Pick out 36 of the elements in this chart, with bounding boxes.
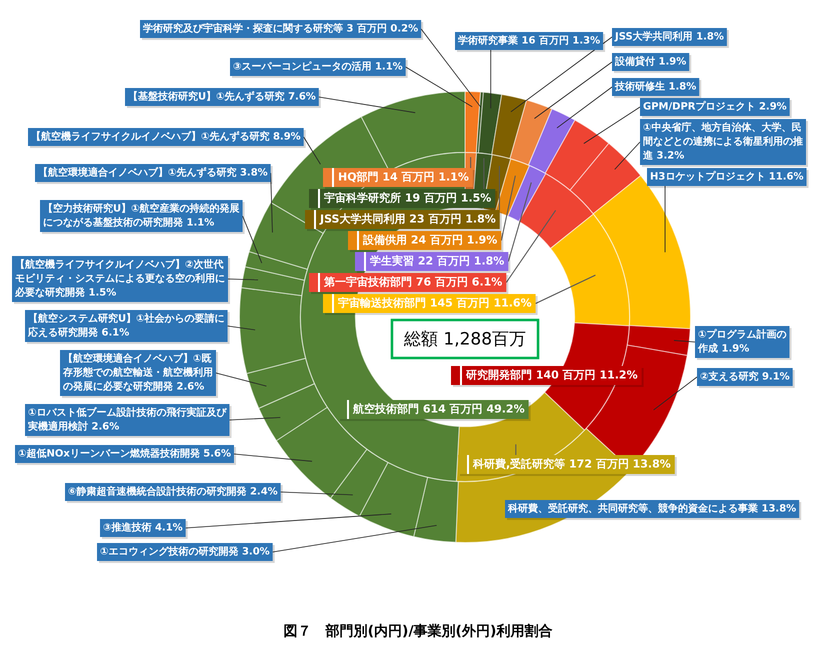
slice-label: 【基盤技術研究U】①先んずる研究 7.6% (128, 90, 316, 103)
slice-label: ①中央省庁、地方自治体、大学、民間などとの連携による衛星利用の推進 3.2% (642, 122, 803, 162)
slice-label: ③推進技術 4.1% (103, 522, 183, 534)
legend-label: 学生実習 22 百万円 1.8% (370, 254, 504, 268)
legend-label: 研究開発部門 140 百万円 11.2% (465, 368, 638, 382)
legend-label: 宇宙輸送技術部門 145 百万円 11.6% (338, 296, 532, 310)
slice-label: 設備貸付 1.9% (614, 56, 686, 68)
slice-label: 学術研究及び宇宙科学・探査に関する研究等 3 百万円 0.2% (143, 22, 418, 35)
slice-label: H3ロケットプロジェクト 11.6% (650, 170, 804, 183)
slice-label: 科研費、受託研究、共同研究等、競争的資金による事業 13.8% (507, 502, 796, 515)
slice-label: 【航空システム研究U】①社会からの要請に応える研究開発 6.1% (27, 312, 225, 339)
slice-label: 【航空環境適合イノベハブ】①既存形態での航空輸送・航空機利用の発展に必要な研究開発 2.6% (62, 352, 213, 393)
text: 図７ 部門別(内円)/事業別(外円)利用割合 (284, 622, 552, 640)
slice-label: JSS大学共同利用 1.8% (614, 30, 724, 43)
text: 総額 1,288百万 (402, 329, 526, 350)
slice-label: ③スーパーコンピュータの活用 1.1% (233, 60, 403, 73)
slice-label: ①ロバスト低ブーム設計技術の飛行実証及び実機適用検討 2.6% (27, 406, 228, 433)
slice-label: 【航空機ライフサイクルイノベハブ】①先んずる研究 8.9% (31, 130, 301, 143)
legend-label: 科研費,受託研究等 172 百万円 13.8% (472, 457, 671, 470)
legend-label: 宇宙科学研究所 19 百万円 1.5% (324, 191, 492, 204)
slice-label: ①プログラム計画の作成 1.9% (697, 328, 786, 355)
legend-label: JSS大学共同利用 23 百万円 1.8% (319, 212, 496, 226)
slice-label: 技術研修生 1.8% (614, 80, 696, 93)
legend-label: 設備供用 24 百万円 1.9% (362, 233, 498, 246)
slice-label: ②支える研究 9.1% (700, 370, 790, 383)
slice-label: 【空力技術研究U】①航空産業の持続的発展につながる基盤技術の研究開発 1.1% (43, 202, 240, 229)
slice-label: GPM/DPRプロジェクト 2.9% (643, 100, 787, 113)
slice-label: ①超低NOxリーンバーン燃焼器技術開発 5.6% (18, 448, 232, 460)
slice-label: 【航空機ライフサイクルイノベハブ】②次世代モビリティ・システムによる更なる空の利用に必要な研究開発 1.5% (14, 258, 225, 299)
legend-label: 第一宇宙技術部門 76 百万円 6.1% (323, 275, 502, 288)
slice-label: 【航空環境適合イノベハブ】①先んずる研究 3.8% (38, 166, 268, 179)
slice-label: ①エコウィング技術の研究開発 3.0% (100, 546, 270, 558)
slice-label: 学術研究事業 16 百万円 1.3% (458, 34, 600, 47)
legend-label: 航空技術部門 614 百万円 49.2% (352, 402, 525, 416)
slice-label: ⑥静粛超音速機統合設計技術の研究開発 2.4% (68, 486, 278, 498)
legend-label: HQ部門 14 百万円 1.1% (338, 170, 469, 184)
